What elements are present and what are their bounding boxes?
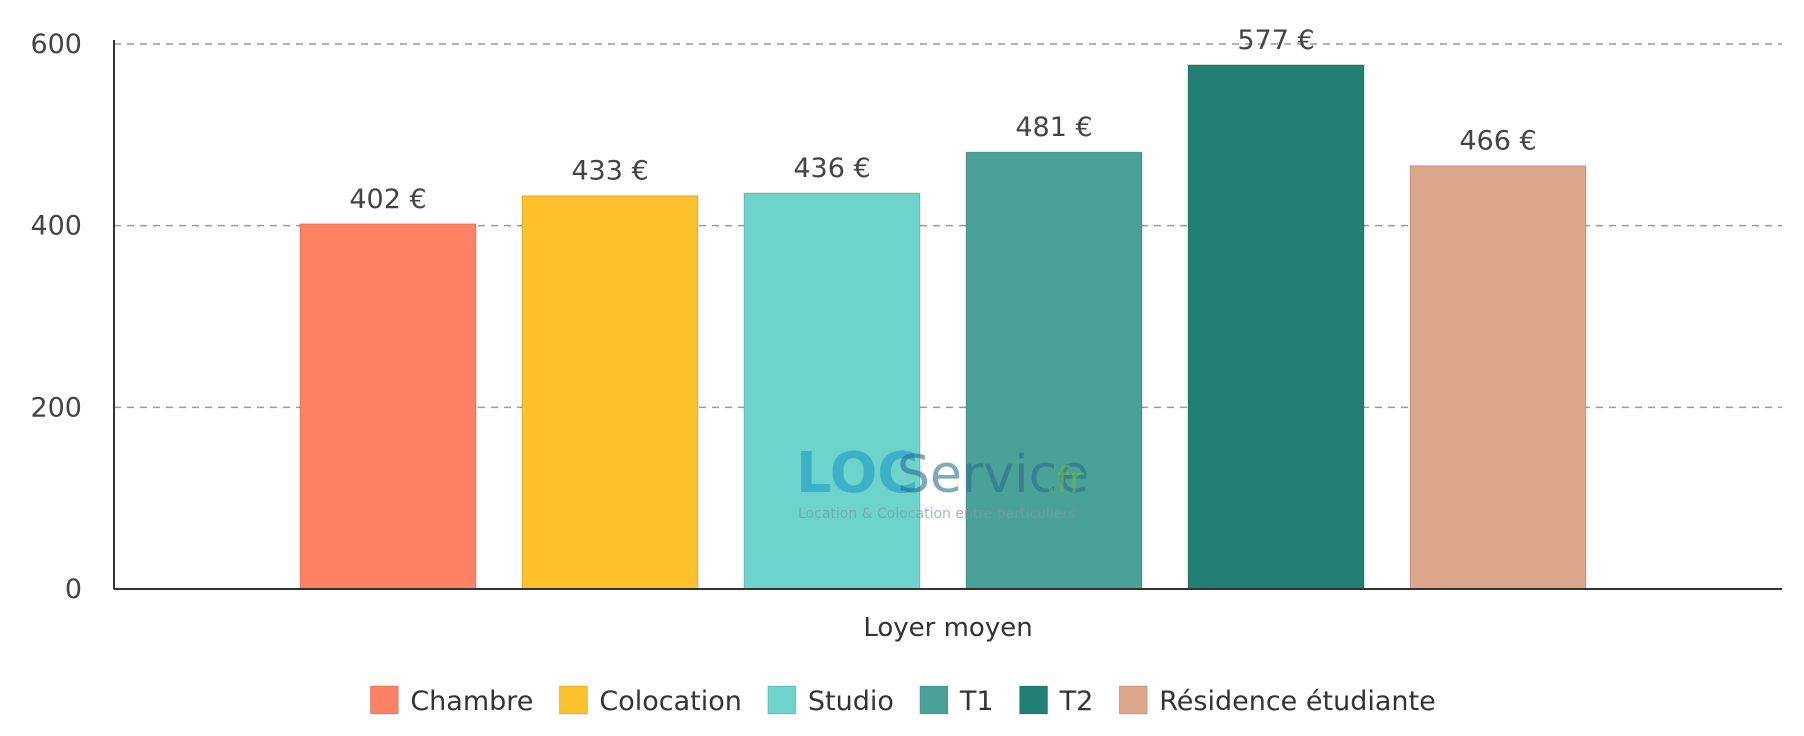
bar-value-labels: 402 € 433 € 436 € 481 € 577 € 466 € <box>349 25 1536 215</box>
bar-t1 <box>965 151 1143 590</box>
watermark-tagline: Location & Colocation entre particuliers <box>798 506 1075 522</box>
bar-chambre <box>299 223 477 590</box>
bar-value-label: 466 € <box>1459 126 1536 157</box>
bar-r-sidence-tudiante <box>1409 164 1587 590</box>
y-tick-label: 0 <box>65 574 82 605</box>
legend-swatch <box>919 685 949 715</box>
legend-swatch <box>1118 685 1148 715</box>
bar-value-label: 402 € <box>349 184 426 215</box>
legend-label: Résidence étudiante <box>1159 686 1435 717</box>
bar-value-label: 436 € <box>793 153 870 184</box>
watermark-brand-loc: LOC <box>796 441 918 506</box>
bar-studio <box>743 192 921 590</box>
bar-value-label: 481 € <box>1015 112 1092 143</box>
legend-swatch <box>558 685 588 715</box>
legend-swatch <box>369 685 399 715</box>
legend-swatch <box>767 685 797 715</box>
watermark-logo: LOC Service .fr Location & Colocation en… <box>796 441 1089 522</box>
y-tick-label: 600 <box>30 29 82 60</box>
x-axis-label: Loyer moyen <box>863 613 1032 643</box>
legend-label: T1 <box>959 686 994 717</box>
legend: Chambre Colocation Studio T1 T2 Résidence étu… <box>369 685 1436 717</box>
y-axis-ticks: 0 200 400 600 <box>30 29 82 605</box>
watermark-brand-service: Service <box>897 445 1089 505</box>
legend-label: Chambre <box>410 686 533 717</box>
bar-value-label: 577 € <box>1237 25 1314 56</box>
legend-label: Studio <box>808 686 894 717</box>
bar-colocation <box>521 194 699 590</box>
y-tick-label: 200 <box>30 392 82 423</box>
bar-value-label: 433 € <box>571 156 648 187</box>
y-tick-label: 400 <box>30 211 82 242</box>
legend-label: Colocation <box>599 686 742 717</box>
legend-swatch <box>1019 685 1049 715</box>
legend-label: T2 <box>1059 686 1094 717</box>
bars <box>299 64 1587 590</box>
bar-t2 <box>1187 64 1365 590</box>
watermark-brand-fr: .fr <box>1045 460 1084 501</box>
